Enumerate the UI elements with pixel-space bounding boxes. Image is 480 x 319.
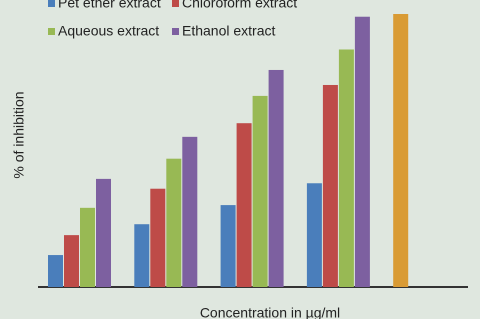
- bar: [393, 14, 409, 287]
- bar: [96, 178, 111, 287]
- y-axis-label: % of inhibition: [11, 91, 27, 178]
- bar: [48, 255, 63, 287]
- legend-swatch: [172, 28, 179, 35]
- x-axis-label: Concentration in µg/ml: [200, 305, 340, 319]
- legend-label: Aqueous extract: [58, 23, 159, 39]
- bar: [64, 235, 79, 287]
- legend-swatch: [48, 0, 55, 7]
- bar: [182, 136, 198, 287]
- bar: [322, 84, 338, 287]
- bar: [354, 16, 370, 287]
- bar: [166, 158, 182, 287]
- legend-swatch: [172, 0, 179, 7]
- bar: [236, 123, 252, 287]
- bar: [338, 49, 354, 287]
- bar: [252, 95, 268, 288]
- legend-swatch: [48, 28, 55, 35]
- bar: [134, 224, 150, 287]
- bar: [80, 207, 95, 287]
- bar: [150, 188, 166, 287]
- legend-label: Pet ether extract: [58, 0, 161, 11]
- legend-label: Chloroform extract: [182, 0, 297, 11]
- legend-label: Ethanol extract: [182, 23, 275, 39]
- bar: [268, 69, 284, 287]
- bar: [306, 183, 322, 287]
- bar: [220, 205, 236, 287]
